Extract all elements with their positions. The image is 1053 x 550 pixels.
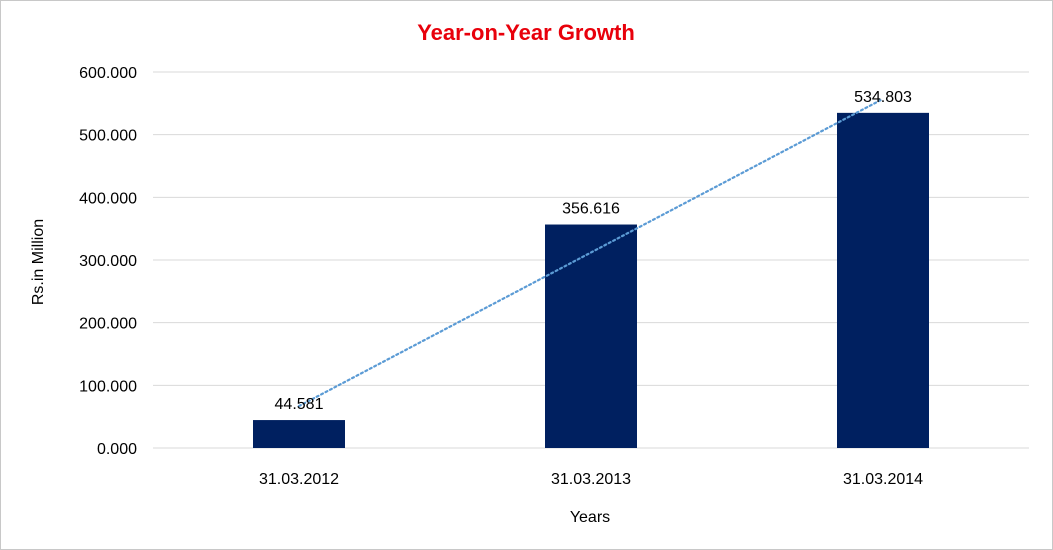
y-axis-ticks: 0.000 100.000 200.000 300.000 400.000 500.000… — [79, 65, 137, 458]
bar — [837, 112, 929, 449]
y-axis-title: Rs.in Million — [30, 219, 47, 305]
x-tick-label: 31.03.2012 — [259, 471, 339, 488]
data-label: 44.581 — [275, 396, 324, 413]
x-tick-label: 31.03.2013 — [551, 471, 631, 488]
bar — [253, 420, 345, 448]
y-tick-label: 0.000 — [97, 441, 137, 458]
y-tick-label: 100.000 — [79, 378, 137, 395]
data-label: 356.616 — [562, 201, 620, 218]
y-tick-label: 500.000 — [79, 128, 137, 145]
data-labels: 44.581 356.616 534.803 — [275, 89, 912, 413]
x-axis-title: Years — [570, 509, 610, 526]
data-label: 534.803 — [854, 89, 912, 106]
trendline — [297, 97, 885, 408]
trendline-path — [297, 97, 885, 408]
x-axis-ticks: 31.03.2012 31.03.2013 31.03.2014 — [259, 471, 923, 488]
y-tick-label: 200.000 — [79, 316, 137, 333]
bars — [253, 112, 929, 449]
chart-title: Year-on-Year Growth — [417, 20, 635, 45]
bar — [545, 224, 637, 448]
y-tick-label: 400.000 — [79, 190, 137, 207]
x-tick-label: 31.03.2014 — [843, 471, 923, 488]
y-tick-label: 300.000 — [79, 253, 137, 270]
y-tick-label: 600.000 — [79, 65, 137, 82]
